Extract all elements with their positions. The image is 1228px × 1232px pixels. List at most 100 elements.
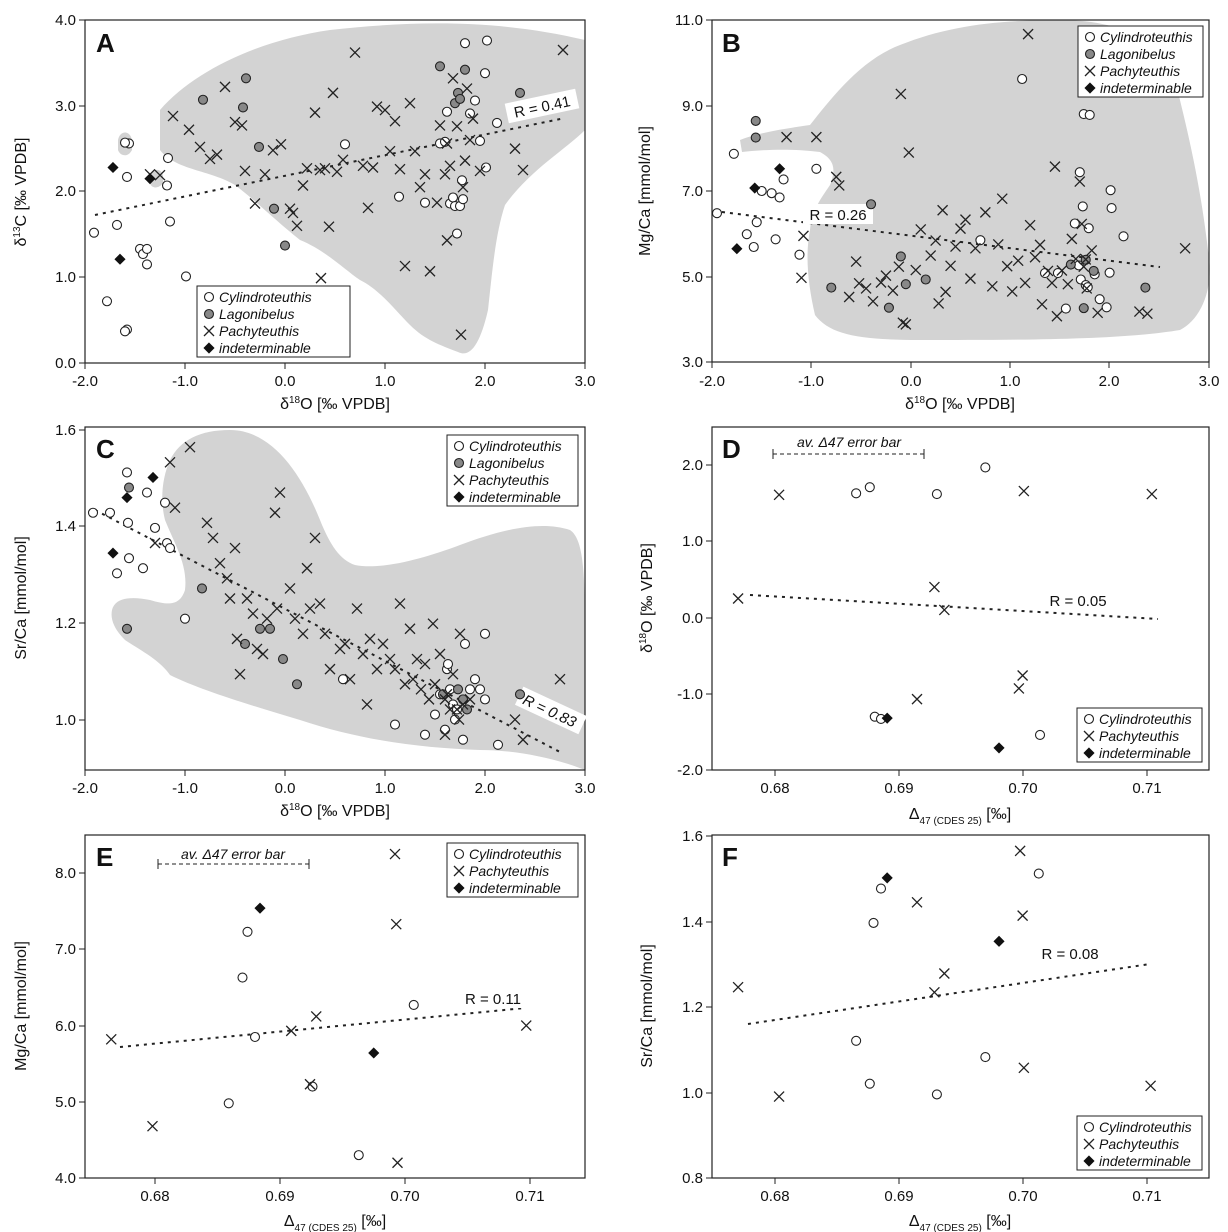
- data-point-pachyteuthis: [285, 1025, 297, 1037]
- data-point-pachyteuthis: [880, 270, 892, 282]
- data-point-pachyteuthis: [1013, 682, 1025, 694]
- data-point-cylindroteuthis: [242, 926, 253, 937]
- data-point-pachyteuthis: [229, 116, 241, 128]
- legend-pachyteuthis: Pachyteuthis: [1099, 728, 1179, 744]
- data-point-pachyteuthis: [1024, 219, 1036, 231]
- data-point-pachyteuthis: [915, 224, 927, 235]
- data-point-pachyteuthis: [427, 618, 439, 630]
- data-point-cylindroteuthis: [442, 659, 454, 670]
- data-point-pachyteuthis: [1145, 1080, 1157, 1092]
- legend-pachyteuthis: Pachyteuthis: [1099, 1136, 1179, 1152]
- data-point-cylindroteuthis: [339, 139, 351, 150]
- data-point-pachyteuthis: [327, 87, 339, 99]
- data-point-cylindroteuthis: [1106, 203, 1117, 214]
- data-point-lagonibelus: [920, 274, 931, 285]
- panel-f-trend-line: [747, 963, 1151, 1025]
- data-point-indeterminable: [147, 471, 159, 484]
- panel-e-y-tick: 5.0: [55, 1094, 76, 1111]
- panel-c-y-tick: 1.0: [55, 712, 76, 729]
- data-point-pachyteuthis: [409, 145, 421, 157]
- data-point-cylindroteuthis: [459, 38, 471, 49]
- data-point-indeterminable: [749, 182, 761, 194]
- data-point-pachyteuthis: [284, 582, 296, 594]
- legend-marker-circle-open: [1084, 31, 1096, 43]
- data-point-pachyteuthis: [261, 613, 273, 625]
- legend-pachyteuthis: Pachyteuthis: [219, 323, 299, 339]
- panel-e-x-tick: 0.70: [390, 1188, 419, 1205]
- data-point-pachyteuthis: [267, 144, 279, 156]
- data-point-cylindroteuthis: [141, 259, 153, 270]
- data-point-cylindroteuthis: [180, 271, 192, 282]
- data-point-pachyteuthis: [964, 273, 976, 285]
- data-point-cylindroteuthis: [164, 543, 176, 554]
- data-point-pachyteuthis: [447, 668, 459, 680]
- data-point-pachyteuthis: [169, 502, 181, 514]
- data-point-lagonibelus: [239, 638, 251, 649]
- panel-c-x-tick: 1.0: [375, 780, 396, 797]
- data-point-pachyteuthis: [149, 537, 161, 549]
- data-point-pachyteuthis: [1056, 265, 1068, 276]
- data-point-cylindroteuthis: [851, 1035, 862, 1046]
- panel-c-x-axis-label: δ18O [‰ VPDB]: [280, 802, 390, 820]
- data-point-pachyteuthis: [467, 113, 479, 125]
- panel-f-y-tick: 1.0: [682, 1085, 703, 1102]
- data-point-pachyteuthis: [310, 1010, 322, 1022]
- data-point-pachyteuthis: [297, 180, 309, 191]
- data-point-pachyteuthis: [796, 272, 807, 284]
- data-point-pachyteuthis: [331, 166, 343, 178]
- data-point-cylindroteuthis: [811, 163, 822, 174]
- data-point-lagonibelus: [1140, 282, 1151, 293]
- data-point-pachyteuthis: [1001, 260, 1013, 272]
- panel-d-r-label: R = 0.05: [1042, 590, 1114, 610]
- data-point-pachyteuthis: [434, 648, 446, 660]
- data-point-pachyteuthis: [1006, 286, 1018, 297]
- data-point-cylindroteuthis: [119, 137, 131, 148]
- panel-c-x-tick: -2.0: [72, 780, 98, 797]
- data-point-pachyteuthis: [474, 165, 486, 177]
- data-point-pachyteuthis: [509, 143, 521, 155]
- data-point-pachyteuthis: [950, 241, 961, 253]
- panel-f-markers: [732, 845, 1157, 1102]
- data-point-pachyteuthis: [344, 673, 356, 685]
- panel-d-plot-frame: [711, 426, 1210, 771]
- data-point-pachyteuthis: [1146, 488, 1158, 500]
- data-point-pachyteuthis: [224, 593, 236, 604]
- data-point-cylindroteuthis: [441, 106, 453, 117]
- legend-marker-diamond: [1083, 747, 1095, 759]
- data-point-pachyteuthis: [377, 638, 389, 650]
- data-point-pachyteuthis: [236, 120, 248, 131]
- data-point-pachyteuthis: [364, 633, 376, 645]
- panel-a-legend: Cylindroteuthis Lagonibelus Pachyteuthis…: [196, 285, 351, 358]
- data-point-pachyteuthis: [911, 896, 923, 908]
- panel-f-y-tick: 1.2: [682, 999, 703, 1016]
- data-point-pachyteuthis: [419, 168, 431, 180]
- data-point-pachyteuthis: [407, 673, 419, 685]
- data-point-pachyteuthis: [399, 678, 411, 690]
- data-point-pachyteuthis: [291, 220, 303, 232]
- panel-e-error-bar-label: av. Δ47 error bar: [181, 846, 286, 862]
- data-point-pachyteuthis: [362, 202, 374, 214]
- data-point-pachyteuthis: [1049, 161, 1061, 173]
- data-point-cylindroteuthis: [122, 517, 134, 528]
- data-point-pachyteuthis: [319, 628, 331, 640]
- panel-b-markers: [711, 28, 1191, 330]
- data-point-cylindroteuthis: [389, 719, 401, 730]
- data-point-cylindroteuthis: [748, 241, 759, 253]
- panel-d: D 0.68 0.69 0.70 0.71 -2.0 -1.0 0.0 1.0 …: [638, 426, 1210, 827]
- panel-b-trend-line: [721, 211, 1161, 268]
- legend-lagonibelus: Lagonibelus: [219, 306, 295, 322]
- data-point-pachyteuthis: [1018, 485, 1030, 497]
- data-point-lagonibelus: [196, 583, 208, 594]
- data-point-lagonibelus: [454, 93, 466, 104]
- data-point-pachyteuthis: [219, 81, 231, 93]
- data-point-pachyteuthis: [938, 968, 950, 979]
- data-point-pachyteuthis: [1034, 239, 1046, 251]
- data-point-cylindroteuthis: [429, 709, 441, 720]
- data-point-pachyteuthis: [1086, 244, 1098, 256]
- data-point-pachyteuthis: [415, 683, 427, 695]
- panel-a-x-axis-label: δ18O [‰ VPDB]: [280, 395, 390, 413]
- data-point-cylindroteuthis: [864, 1078, 875, 1089]
- data-point-pachyteuthis: [960, 214, 971, 226]
- data-point-pachyteuthis: [147, 1120, 158, 1132]
- data-point-pachyteuthis: [937, 204, 949, 216]
